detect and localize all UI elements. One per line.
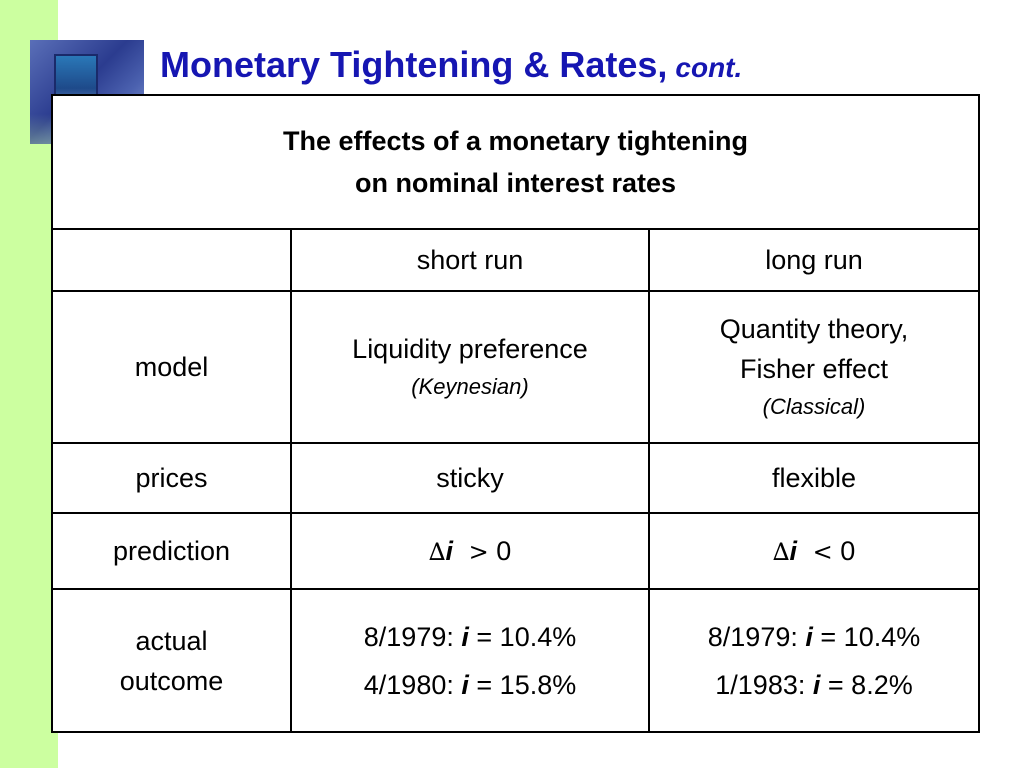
outcome-date: 1/1983: (715, 669, 806, 700)
outcome-long-run-line-1: 8/1979: i = 10.4% (654, 617, 974, 657)
delta-symbol: ∆ (772, 537, 790, 566)
less-than-symbol: < (812, 537, 833, 566)
interest-rate-symbol: i (789, 535, 798, 566)
model-long-run-school: (Classical) (762, 394, 866, 419)
outcome-date: 4/1980: (363, 669, 454, 700)
row-label-prices: prices (53, 442, 292, 514)
prices-row: prices sticky flexible (53, 442, 978, 514)
outcome-short-run-line-1: 8/1979: i = 10.4% (296, 617, 644, 657)
model-row: model Liquidity preference (Keynesian) Q… (53, 290, 978, 444)
model-short-run-cell: Liquidity preference (Keynesian) (290, 290, 650, 444)
prediction-long-run: ∆i < 0 (648, 512, 978, 590)
caption-line-1: The effects of a monetary tightening (282, 126, 749, 156)
outcome-value: = 10.4% (476, 621, 577, 652)
outcome-date: 8/1979: (363, 621, 454, 652)
outcome-value: = 10.4% (820, 621, 921, 652)
header-empty-cell (53, 230, 292, 292)
outcome-value: = 8.2% (827, 669, 913, 700)
header-long-run: long run (648, 230, 978, 292)
outcome-long-run: 8/1979: i = 10.4% 1/1983: i = 8.2% (648, 588, 978, 731)
slide-title: Monetary Tightening & Rates, cont. (160, 42, 742, 91)
slide-title-suffix: cont. (675, 52, 743, 83)
interest-rate-symbol: i (461, 669, 469, 700)
row-label-outcome: actual outcome (53, 588, 292, 731)
outcome-long-run-line-2: 1/1983: i = 8.2% (654, 665, 974, 705)
prediction-row: prediction ∆i > 0 ∆i < 0 (53, 512, 978, 590)
zero-value: 0 (840, 535, 856, 566)
table-caption: The effects of a monetary tightening on … (53, 96, 978, 230)
slide-title-text: Monetary Tightening & Rates, (160, 44, 668, 85)
outcome-label-1: actual (135, 625, 208, 656)
comparison-table: short run long run model Liquidity prefe… (53, 230, 978, 731)
outcome-label-2: outcome (119, 665, 224, 696)
outcome-row: actual outcome 8/1979: i = 10.4% 4/1980:… (53, 588, 978, 731)
model-long-run-name-1: Quantity theory, (719, 314, 909, 344)
row-label-model: model (53, 290, 292, 444)
interest-rate-symbol: i (812, 669, 821, 700)
caption-line-2: on nominal interest rates (354, 168, 677, 198)
model-long-run-name-2: Fisher effect (739, 354, 889, 384)
model-long-run-cell: Quantity theory, Fisher effect (Classica… (648, 290, 978, 444)
row-label-prediction: prediction (53, 512, 292, 590)
zero-value: 0 (496, 535, 512, 566)
header-row: short run long run (53, 230, 978, 292)
prices-short-run: sticky (290, 442, 650, 514)
interest-rate-symbol: i (445, 535, 454, 566)
outcome-value: = 15.8% (476, 669, 577, 700)
prices-long-run: flexible (648, 442, 978, 514)
interest-rate-symbol: i (805, 621, 813, 652)
outcome-date: 8/1979: (707, 621, 798, 652)
header-short-run: short run (290, 230, 650, 292)
prediction-short-run: ∆i > 0 (290, 512, 650, 590)
effects-table: The effects of a monetary tightening on … (51, 94, 980, 733)
interest-rate-symbol: i (461, 621, 469, 652)
model-short-run-name: Liquidity preference (352, 334, 588, 364)
outcome-short-run-line-2: 4/1980: i = 15.8% (296, 665, 644, 705)
model-short-run-school: (Keynesian) (411, 374, 529, 399)
delta-symbol: ∆ (428, 537, 446, 566)
greater-than-symbol: > (468, 537, 489, 566)
outcome-short-run: 8/1979: i = 10.4% 4/1980: i = 15.8% (290, 588, 650, 731)
